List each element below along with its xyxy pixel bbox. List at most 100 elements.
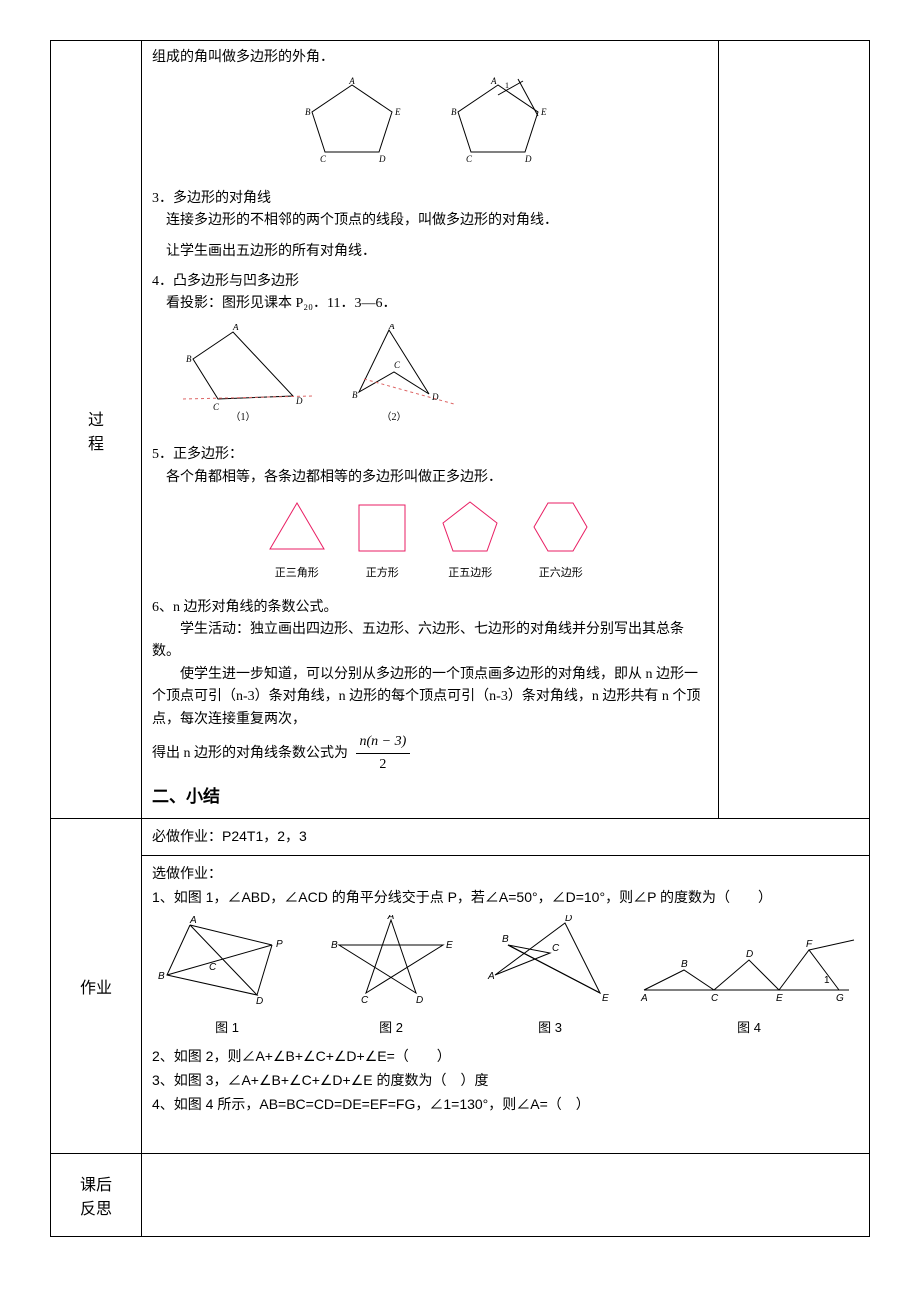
pent-b: B xyxy=(305,107,311,117)
homework-required-cell: 必做作业：P24T1，2，3 xyxy=(142,819,870,856)
f4-e: E xyxy=(776,993,783,1004)
fig2-cap: 图 2 xyxy=(321,1017,461,1039)
homework-label: 作业 xyxy=(61,974,131,998)
process-label-cell: 过 程 xyxy=(51,41,142,819)
sec3-line2: 让学生画出五边形的所有对角线． xyxy=(166,241,708,263)
pent2-c: C xyxy=(466,154,473,164)
hw-fig2: A B C D E xyxy=(321,915,461,1005)
reg-pent-cap: 正五边形 xyxy=(427,565,514,583)
f3-a: A xyxy=(487,971,495,982)
cvx-c: C xyxy=(213,402,220,412)
hw-figures: A B C D P 图 1 A B C D xyxy=(152,915,859,1039)
sec3-title: 3．多边形的对角线 xyxy=(152,188,708,210)
sec4-line1: 看投影：图形见课本 P₂₀．11．3—6． xyxy=(166,293,708,315)
reflection-label-cell: 课后 反思 xyxy=(51,1153,142,1236)
formula-den: 2 xyxy=(356,754,411,776)
f2-e: E xyxy=(446,940,453,951)
f4-1: 1 xyxy=(824,975,830,986)
cvx-cap: （1） xyxy=(231,411,256,423)
diagonal-formula: n(n − 3) 2 xyxy=(356,731,411,777)
reflection-content-cell xyxy=(142,1153,870,1236)
sec5-title: 5．正多边形： xyxy=(152,444,708,466)
hw-q1: 1、如图 1，∠ABD，∠ACD 的角平分线交于点 P，若∠A=50°，∠D=1… xyxy=(152,886,859,910)
sec5-line1: 各个角都相等，各条边都相等的多边形叫做正多边形． xyxy=(166,467,708,489)
sec3-line1: 连接多边形的不相邻的两个顶点的线段，叫做多边形的对角线． xyxy=(166,210,708,232)
process-content-cell: 组成的角叫做多边形的外角． A B C D E A 1 B xyxy=(142,41,719,819)
quad-diagrams: A B C D （1） A B C D （2） xyxy=(172,324,708,432)
f1-d: D xyxy=(256,996,263,1005)
sec4-title: 4．凸多边形与凹多边形 xyxy=(152,271,708,293)
sec6-line3: 得出 n 边形的对角线条数公式为 n(n − 3) 2 xyxy=(152,731,708,777)
f4-f: F xyxy=(806,939,813,950)
process-notes-cell xyxy=(719,41,870,819)
fig3-cap: 图 3 xyxy=(480,1017,620,1039)
f4-c: C xyxy=(711,993,719,1004)
f3-d: D xyxy=(565,915,572,924)
hw-fig4: A B C D E F G 1 xyxy=(639,935,859,1005)
homework-optional-cell: 选做作业： 1、如图 1，∠ABD，∠ACD 的角平分线交于点 P，若∠A=50… xyxy=(142,855,870,1153)
concave-quad: A B C D （2） xyxy=(334,324,464,424)
pent2-ext1: 1 xyxy=(505,81,509,90)
regular-polygons: 正三角形 正方形 正五边形 xyxy=(152,497,708,585)
convex-quad: A B C D （1） xyxy=(178,324,318,424)
f4-a: A xyxy=(640,993,648,1004)
pent-e: E xyxy=(394,107,401,117)
reg-hexagon xyxy=(523,497,598,557)
pent2-b: B xyxy=(451,107,457,117)
pentagon-1: A B C D E xyxy=(287,77,417,167)
fig1-cap: 图 1 xyxy=(152,1017,302,1039)
f1-p: P xyxy=(276,939,283,950)
pent2-d: D xyxy=(524,154,532,164)
f3-e: E xyxy=(602,993,609,1004)
pent-d: D xyxy=(378,154,386,164)
summary-title: 二、小结 xyxy=(152,783,708,810)
ccv-c: C xyxy=(394,360,401,370)
process-label: 过 程 xyxy=(61,406,131,454)
f2-b: B xyxy=(331,940,338,951)
pentagon-diagrams: A B C D E A 1 B C D E xyxy=(152,77,708,175)
sec6-line1: 学生活动：独立画出四边形、五边形、六边形、七边形的对角线并分别写出其总条数。 xyxy=(152,619,708,664)
reg-square xyxy=(347,497,417,557)
hw-required: 必做作业：P24T1，2，3 xyxy=(152,825,859,849)
process-line0: 组成的角叫做多边形的外角． xyxy=(152,47,708,69)
hw-opt-title: 选做作业： xyxy=(152,862,859,886)
hw-q2: 2、如图 2，则∠A+∠B+∠C+∠D+∠E=（ ） xyxy=(152,1045,859,1069)
f1-a: A xyxy=(189,915,197,926)
hw-q3: 3、如图 3，∠A+∠B+∠C+∠D+∠E 的度数为（ ）度 xyxy=(152,1069,859,1093)
f3-c: C xyxy=(552,943,560,954)
f1-c: C xyxy=(209,962,217,973)
pent2-a: A xyxy=(490,77,497,86)
pentagon-2-ext: A 1 B C D E xyxy=(433,77,573,167)
sec6-title: 6、n 边形对角线的条数公式。 xyxy=(152,597,708,619)
cvx-d: D xyxy=(295,396,303,406)
f4-d: D xyxy=(746,949,753,960)
formula-num: n(n − 3) xyxy=(356,731,411,754)
reg-hex-cap: 正六边形 xyxy=(517,565,604,583)
ccv-cap: （2） xyxy=(381,411,406,423)
ccv-a: A xyxy=(388,324,395,331)
reg-pentagon xyxy=(433,497,508,557)
fig4-cap: 图 4 xyxy=(639,1017,859,1039)
ccv-d: D xyxy=(431,392,439,402)
pent2-e: E xyxy=(540,107,547,117)
hw-fig3: A B C D E xyxy=(480,915,620,1005)
sec6-line2: 使学生进一步知道，可以分别从多边形的一个顶点画多边形的对角线，即从 n 边形一个… xyxy=(152,664,708,731)
reg-tri-cap: 正三角形 xyxy=(256,565,338,583)
ccv-b: B xyxy=(352,390,358,400)
f2-c: C xyxy=(361,995,369,1005)
f2-d: D xyxy=(416,995,423,1005)
pent-a: A xyxy=(349,77,356,86)
f4-g: G xyxy=(836,993,844,1004)
f2-a: A xyxy=(387,915,395,922)
cvx-b: B xyxy=(186,354,192,364)
f3-b: B xyxy=(502,934,509,945)
f1-b: B xyxy=(158,971,165,982)
hw-fig1: A B C D P xyxy=(152,915,302,1005)
hw-q4: 4、如图 4 所示，AB=BC=CD=DE=EF=FG，∠1=130°，则∠A=… xyxy=(152,1093,859,1117)
cvx-a: A xyxy=(232,324,239,332)
sec6-line3-pre: 得出 n 边形的对角线条数公式为 xyxy=(152,746,348,761)
f4-b: B xyxy=(681,959,688,970)
reg-triangle xyxy=(262,497,332,557)
reg-sq-cap: 正方形 xyxy=(341,565,423,583)
reflection-label: 课后 反思 xyxy=(61,1171,131,1219)
